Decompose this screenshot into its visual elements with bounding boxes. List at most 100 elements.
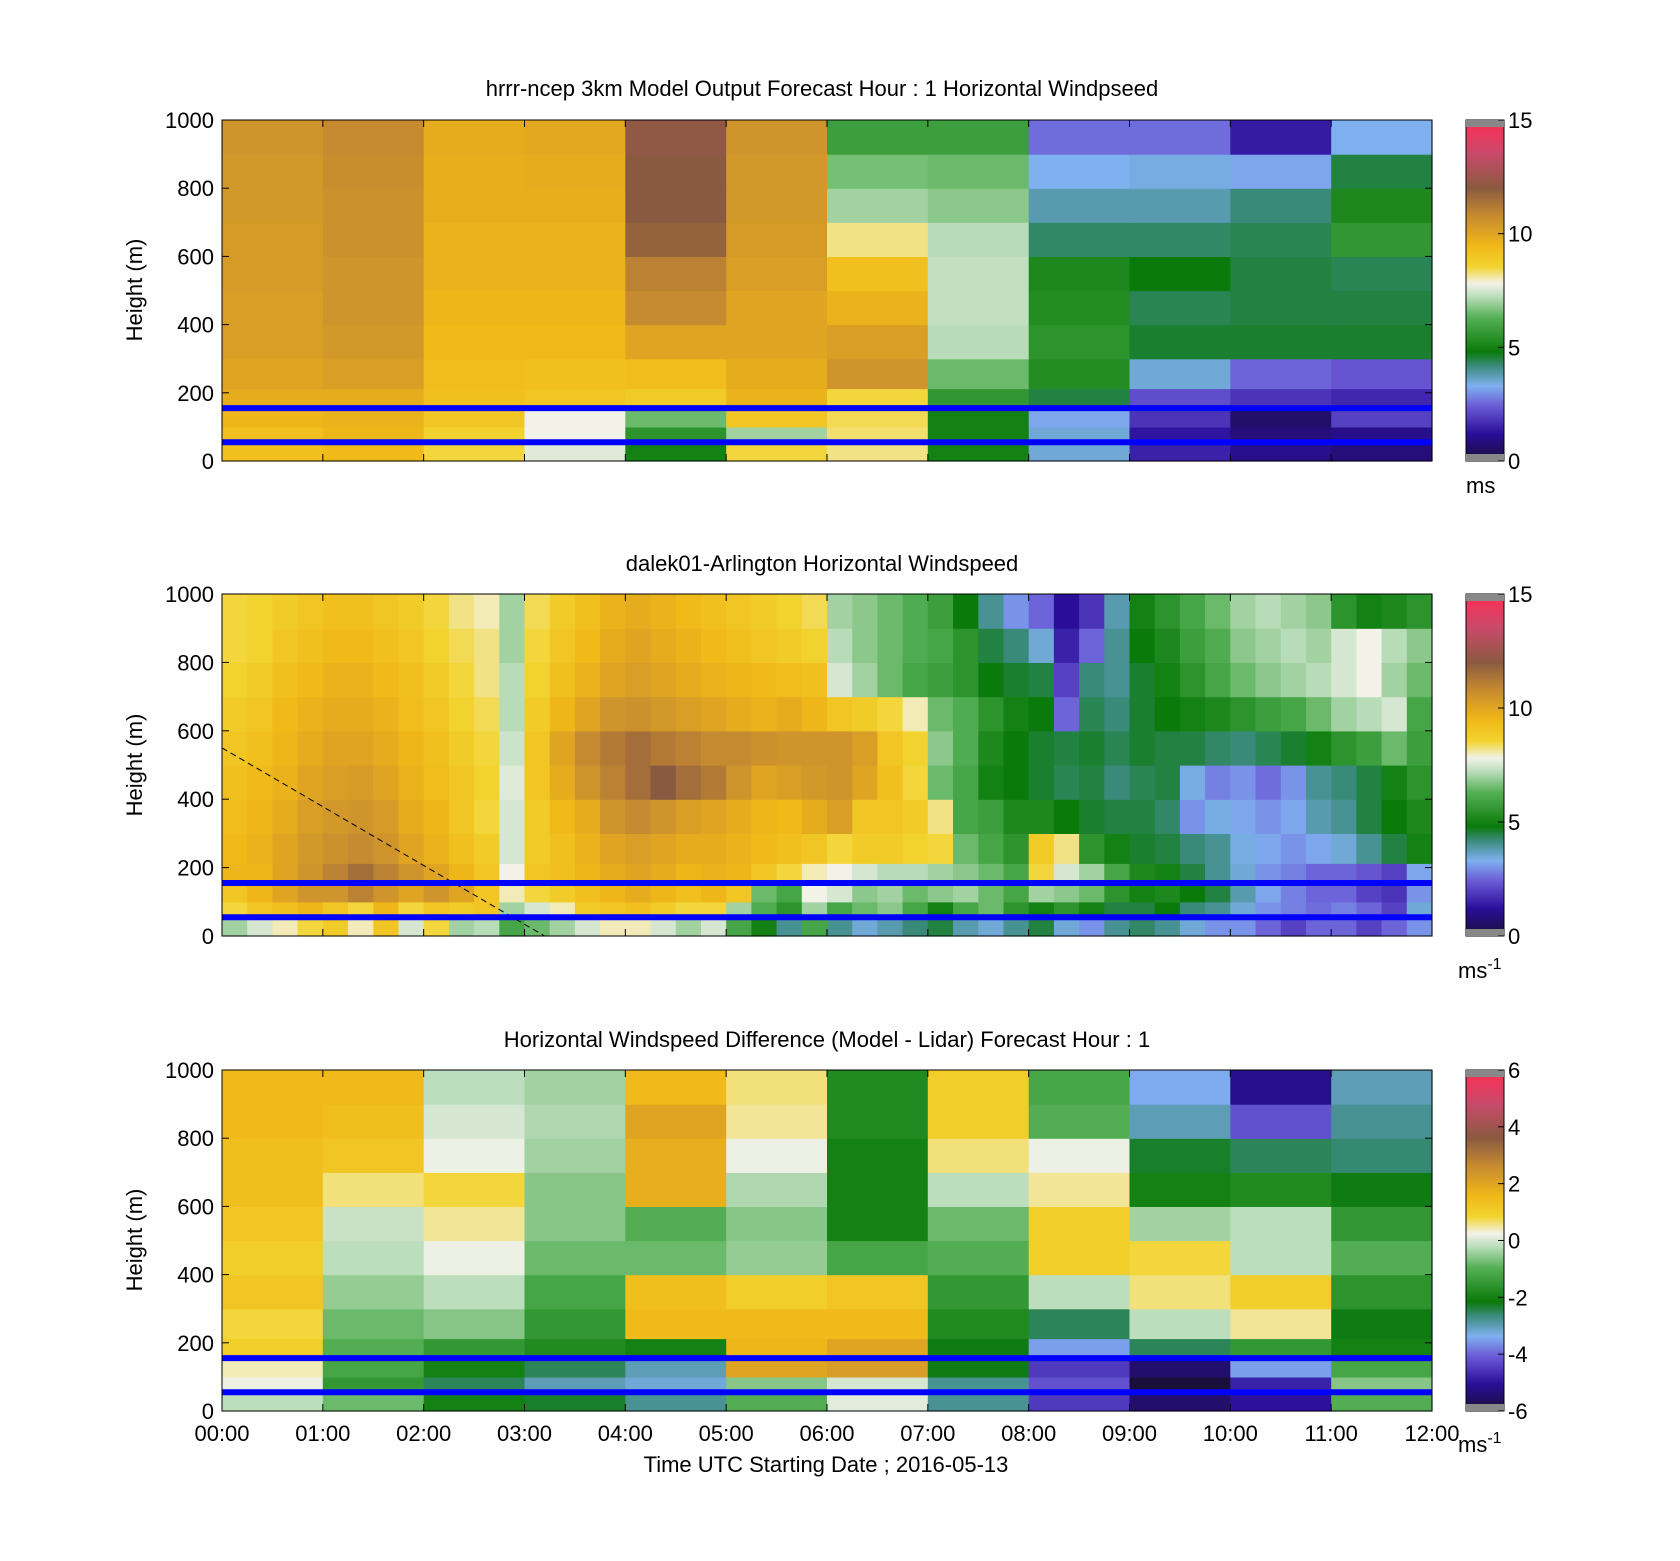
heatmap-cell — [625, 1104, 727, 1139]
heatmap-cell — [827, 188, 929, 223]
heatmap-cell — [1356, 662, 1383, 698]
heatmap-cell — [1154, 884, 1181, 903]
heatmap-cell — [1306, 594, 1332, 629]
heatmap-cell — [1079, 662, 1105, 698]
heatmap-cell — [675, 884, 702, 903]
heatmap-cell — [927, 256, 1030, 292]
heatmap-cell — [1406, 730, 1433, 766]
heatmap-cell — [524, 443, 626, 462]
heatmap-cell — [726, 765, 752, 800]
heatmap-cell — [978, 863, 1005, 886]
heatmap-cell — [322, 120, 425, 155]
heatmap-cell — [1230, 863, 1257, 886]
heatmap-cell — [650, 863, 677, 886]
heatmap-cell — [726, 662, 752, 698]
heatmap-cell — [877, 884, 904, 903]
heatmap-cell — [1028, 1104, 1131, 1139]
heatmap-cell — [222, 833, 248, 864]
heatmap-cell — [373, 765, 400, 800]
heatmap-cell — [448, 884, 475, 903]
colorbar-tick-label: 0 — [1508, 449, 1520, 474]
heatmap-cell — [398, 884, 425, 903]
heatmap-cell — [1205, 884, 1231, 903]
heatmap-cell — [1331, 863, 1357, 886]
heatmap-cell — [1104, 594, 1131, 629]
heatmap-cell — [1381, 662, 1408, 698]
heatmap-cell — [272, 628, 299, 663]
heatmap-cell — [297, 628, 324, 663]
heatmap-cell — [1406, 884, 1433, 903]
heatmap-cell — [1104, 696, 1131, 732]
heatmap-cell — [927, 594, 954, 629]
heatmap-cell — [675, 918, 702, 937]
heatmap-cell — [927, 1338, 1030, 1361]
heatmap-cell — [222, 730, 248, 766]
heatmap-cell — [1003, 799, 1030, 834]
colorbar-tick-label: 15 — [1508, 582, 1532, 607]
heatmap-cell — [1028, 290, 1131, 326]
heatmap-cell — [1129, 1138, 1231, 1173]
heatmap-cell — [675, 765, 702, 800]
heatmap-cell — [827, 628, 853, 663]
heatmap-cell — [524, 1070, 626, 1105]
heatmap-cell — [524, 1172, 626, 1207]
heatmap-cell — [1205, 628, 1231, 663]
heatmap-cell — [1129, 918, 1156, 937]
heatmap-cell — [1129, 863, 1156, 886]
heatmap-cell — [1104, 799, 1131, 834]
heatmap-cell — [297, 662, 324, 698]
heatmap-cell — [1230, 1206, 1332, 1242]
colorbar: -6 -4 -2 0 2 4 6 — [1465, 1058, 1528, 1424]
heatmap-cell — [801, 730, 828, 766]
heatmap-cell — [574, 662, 601, 698]
heatmap-cell — [1331, 1394, 1433, 1412]
heatmap-cell — [701, 918, 727, 937]
y-tick-label: 800 — [177, 650, 214, 675]
heatmap-cell — [1356, 863, 1383, 886]
heatmap-cell — [423, 1172, 526, 1207]
heatmap-cell — [474, 594, 500, 629]
heatmap-cell — [423, 1070, 526, 1105]
heatmap-cell — [1331, 662, 1357, 698]
heatmap-cell — [222, 1138, 324, 1173]
heatmap-cell — [1280, 765, 1307, 800]
heatmap-cell — [1028, 884, 1055, 903]
heatmap-cell — [1255, 696, 1282, 732]
y-tick-label: 0 — [202, 924, 214, 949]
heatmap-cell — [1003, 696, 1030, 732]
heatmap-cell — [726, 409, 828, 428]
heatmap-cell — [524, 290, 626, 326]
heatmap-cell — [1079, 730, 1105, 766]
heatmap-cell — [625, 120, 727, 155]
colorbar-tick-label: -2 — [1508, 1285, 1528, 1310]
heatmap-cells — [222, 594, 1433, 937]
heatmap-cell — [852, 765, 878, 800]
heatmap-cell — [1356, 765, 1383, 800]
heatmap-cell — [524, 1274, 626, 1310]
heatmap-cell — [1306, 696, 1332, 732]
heatmap-cell — [1230, 358, 1332, 390]
heatmap-cell — [222, 443, 324, 462]
heatmap-cell — [1230, 290, 1332, 326]
heatmap-cell — [1255, 833, 1282, 864]
heatmap-cell — [675, 662, 702, 698]
heatmap-cell — [751, 696, 778, 732]
heatmap-cell — [726, 1274, 828, 1310]
heatmap-cell — [1230, 696, 1257, 732]
heatmap-cell — [499, 730, 526, 766]
heatmap-cell — [1003, 594, 1030, 629]
heatmap-cell — [524, 256, 626, 292]
x-ticks — [221, 120, 1433, 461]
y-tick-label: 600 — [177, 244, 214, 269]
heatmap-cell — [322, 863, 349, 886]
heatmap-cell — [1381, 884, 1408, 903]
heatmap-cell — [524, 154, 626, 189]
heatmap-cell — [776, 918, 803, 937]
heatmap-cell — [1129, 1104, 1231, 1139]
heatmap-cell — [827, 863, 853, 886]
heatmap-cell — [474, 884, 500, 903]
heatmap-cell — [625, 1308, 727, 1340]
heatmap-cell — [978, 662, 1005, 698]
heatmap-cell — [398, 799, 425, 834]
heatmap-cell — [499, 884, 526, 903]
